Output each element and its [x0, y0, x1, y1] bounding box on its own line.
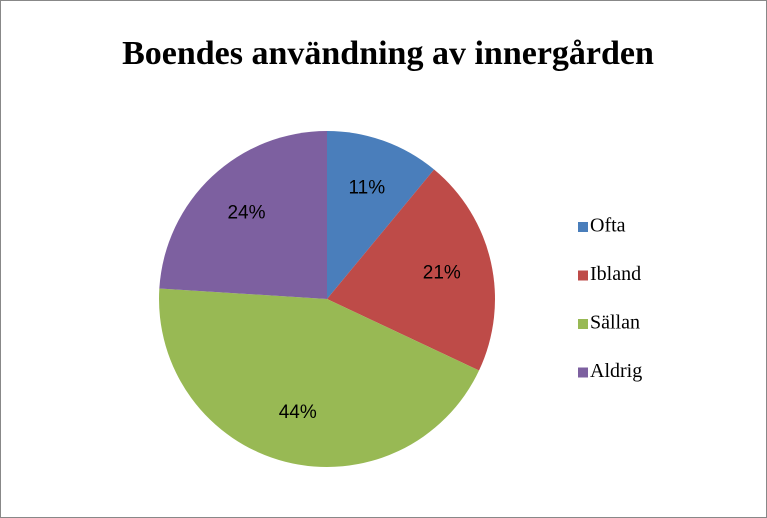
data-label: 11% [349, 177, 386, 198]
data-label: 44% [279, 402, 317, 423]
pie-slice [159, 288, 480, 467]
legend-label: Sällan [590, 312, 640, 334]
legend-label: Ibland [590, 263, 641, 285]
legend-swatch [578, 270, 588, 281]
legend-label: Ofta [590, 215, 626, 237]
pie-slice [327, 169, 495, 371]
pie-slice [159, 131, 327, 299]
data-label: 24% [227, 202, 265, 223]
legend-swatch [578, 222, 588, 232]
chart-title: Boendes användning av innergården [122, 35, 654, 72]
legend-swatch [578, 319, 588, 329]
data-label: 21% [423, 262, 461, 283]
legend-label: Aldrig [590, 360, 642, 382]
pie-slice [327, 131, 435, 299]
legend-swatch [578, 367, 588, 378]
